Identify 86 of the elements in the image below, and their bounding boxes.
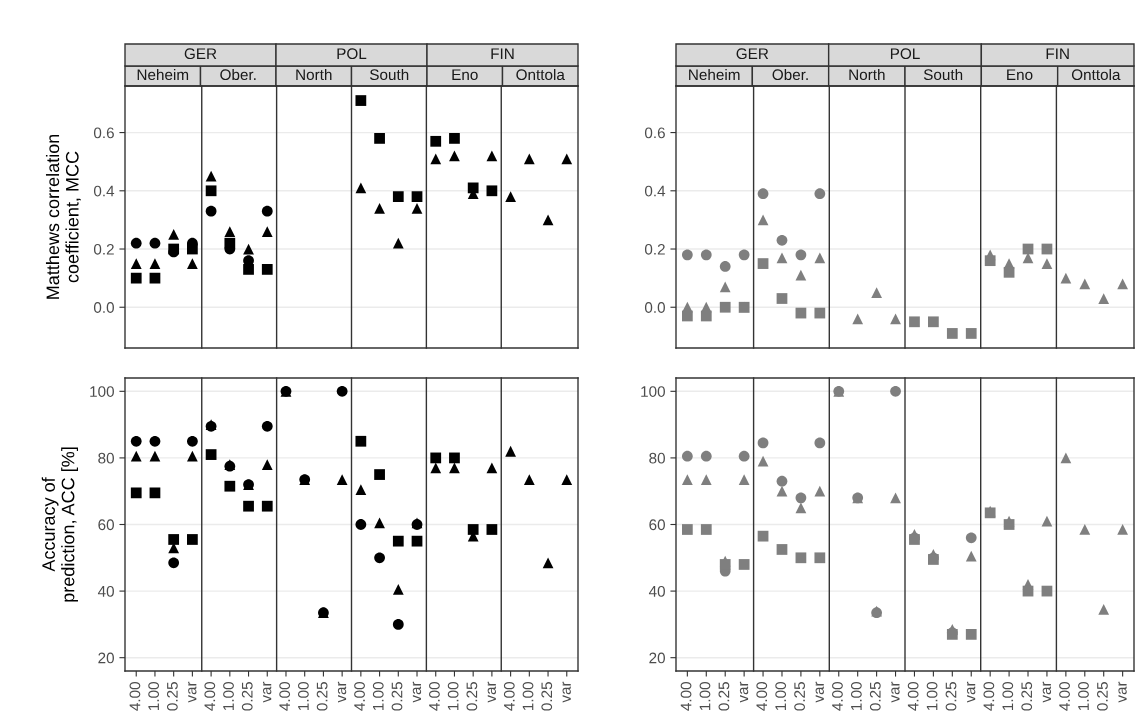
y-tick-label: 40: [648, 585, 665, 597]
x-tick-label: 1.00: [1002, 682, 1014, 710]
y-tick-label: 0.2: [644, 243, 665, 255]
x-tick-label: var: [412, 681, 422, 703]
x-tick-label: 1.00: [775, 682, 787, 710]
text: North: [296, 68, 332, 81]
text: Ober.: [772, 68, 808, 81]
y-tick-label: 80: [649, 452, 665, 464]
y-tick-label: 0.4: [93, 185, 115, 197]
x-tick-label: 1.00: [372, 682, 384, 710]
x-tick-label: 0.25: [466, 682, 478, 711]
x-tick-label: 1.00: [297, 682, 309, 710]
x-tick-label: var: [1118, 681, 1127, 703]
x-tick-label: 0.25: [541, 682, 553, 711]
x-tick-label: 4.00: [756, 682, 768, 711]
x-tick-label: var: [966, 681, 976, 703]
x-tick-label: 4.00: [279, 682, 291, 711]
x-tick-label: 4.00: [354, 682, 365, 711]
x-tick-label: 1.00: [926, 682, 938, 710]
y-tick-label: 20: [98, 652, 114, 664]
x-tick-label: 0.25: [391, 682, 403, 711]
x-tick-label: 0.25: [166, 682, 178, 711]
x-tick-label: 4.00: [983, 682, 995, 711]
x-tick-label: var: [337, 681, 347, 703]
x-tick-label: 1.00: [1078, 682, 1089, 710]
x-tick-label: var: [1042, 681, 1052, 703]
text: GER: [736, 48, 769, 60]
x-tick-label: var: [891, 681, 900, 703]
x-tick-label: 1.00: [522, 682, 534, 710]
x-tick-label: 4.00: [503, 682, 515, 711]
text: Ober.: [220, 68, 256, 81]
text: Neheim: [137, 68, 189, 81]
text: POL: [890, 48, 920, 60]
y-tick-label: 60: [98, 519, 114, 531]
x-tick-label: var: [262, 681, 272, 703]
text: GER: [184, 48, 217, 60]
x-tick-label: var: [562, 681, 571, 703]
x-tick-label: 4.00: [832, 682, 843, 711]
y-tick-label: 40: [97, 585, 114, 597]
y-tick-label: 0.6: [644, 127, 665, 139]
text: North: [849, 68, 885, 81]
x-tick-label: var: [487, 681, 496, 703]
text: Neheim: [689, 68, 740, 81]
y-tick-label: 0.0: [93, 302, 114, 313]
text: Eno: [452, 69, 478, 81]
x-tick-label: 0.25: [718, 682, 730, 711]
y-tick-label: 100: [90, 386, 114, 397]
x-tick-label: 0.25: [869, 682, 881, 711]
text: Eno: [1007, 69, 1033, 81]
y-tick-label: 0.4: [644, 185, 666, 197]
x-tick-label: 0.25: [794, 682, 806, 711]
text: Onttola: [516, 68, 565, 81]
x-tick-label: 4.00: [429, 682, 440, 711]
x-tick-label: 4.00: [907, 682, 919, 711]
x-tick-label: 0.25: [945, 682, 957, 711]
x-tick-label: 4.00: [1059, 682, 1070, 711]
text: FIN: [1046, 48, 1069, 59]
text: South: [923, 68, 963, 81]
x-tick-label: 1.00: [850, 682, 862, 710]
x-tick-label: 0.25: [1021, 682, 1033, 711]
y-tick-label: 80: [98, 452, 114, 464]
x-tick-label: 0.25: [241, 682, 253, 711]
x-tick-label: 0.25: [316, 682, 328, 711]
y-axis-title: Accuracy of prediction, ACC [%]: [41, 447, 78, 602]
y-tick-label: 0.6: [93, 127, 114, 139]
y-tick-label: 100: [641, 386, 665, 397]
text: POL: [337, 48, 367, 60]
y-tick-label: 60: [649, 519, 665, 531]
x-tick-label: 1.00: [447, 682, 459, 710]
text: Onttola: [1071, 68, 1121, 81]
x-tick-label: 4.00: [129, 682, 141, 711]
y-tick-label: 0.0: [644, 302, 665, 313]
x-tick-label: 4.00: [680, 682, 692, 711]
x-tick-label: var: [739, 681, 749, 703]
x-tick-label: 0.25: [1097, 682, 1108, 711]
x-tick-label: 1.00: [699, 682, 711, 710]
x-tick-label: 1.00: [148, 682, 160, 710]
x-tick-label: 1.00: [223, 682, 234, 710]
y-axis-title: Matthews correlation coefficient, MCC: [45, 134, 81, 299]
x-tick-label: 4.00: [204, 682, 216, 711]
text: South: [369, 68, 409, 81]
x-tick-label: var: [815, 681, 824, 703]
text: FIN: [491, 48, 514, 59]
y-tick-label: 20: [649, 652, 665, 664]
x-tick-label: var: [188, 681, 197, 703]
y-tick-label: 0.2: [93, 243, 114, 255]
